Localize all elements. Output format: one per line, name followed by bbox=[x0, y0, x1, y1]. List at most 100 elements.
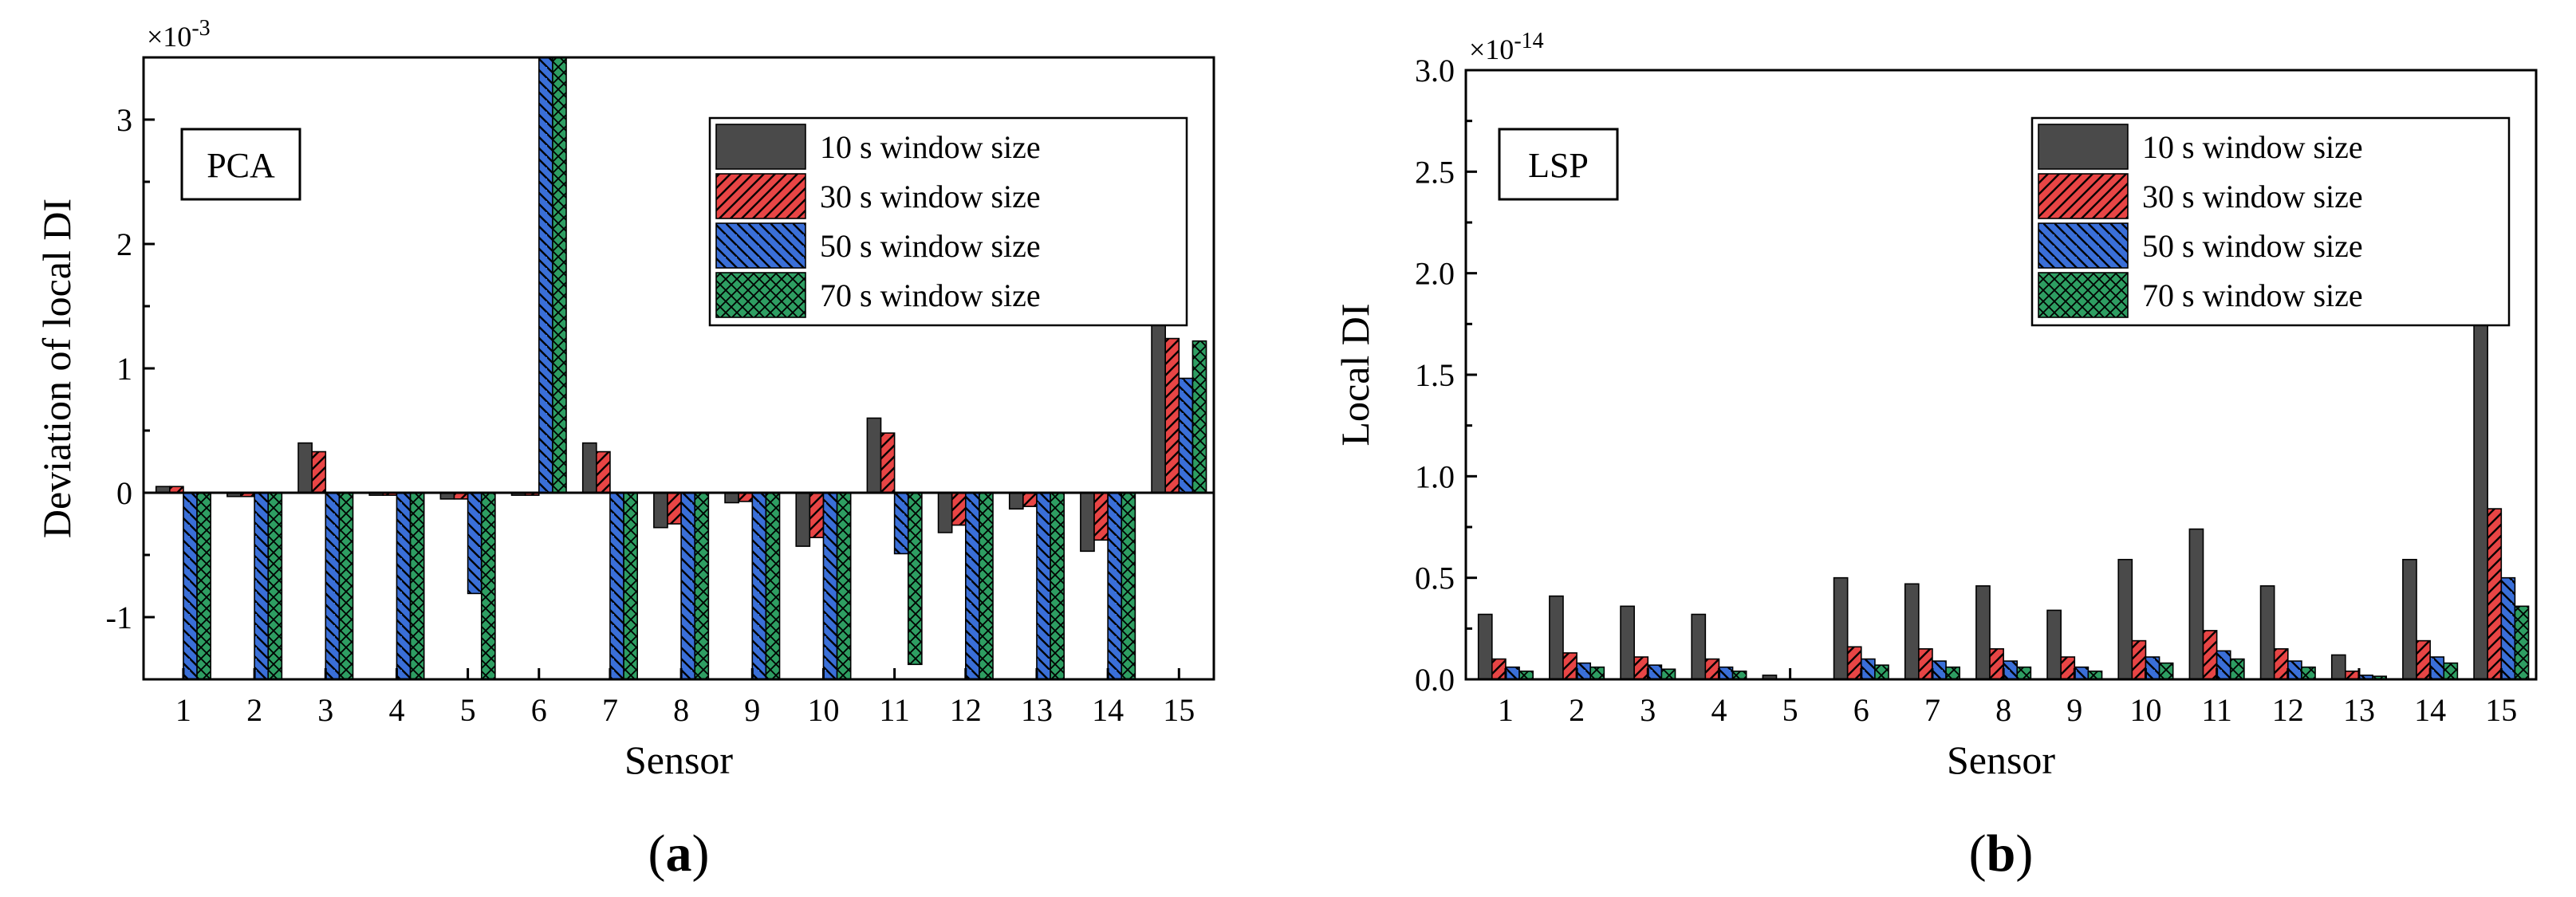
xtick-label-b-8: 8 bbox=[1995, 692, 2011, 728]
bar-a-s2-sensor-14 bbox=[1093, 492, 1109, 541]
xtick-label-b-3: 3 bbox=[1640, 692, 1656, 728]
bar-a-s4-sensor-2 bbox=[267, 492, 283, 680]
bar-b-s2-sensor-11 bbox=[2202, 630, 2218, 680]
legend-label-b-1: 10 s window size bbox=[2142, 129, 2363, 165]
xtick-label-b-12: 12 bbox=[2272, 692, 2304, 728]
bar-b-s3-sensor-15 bbox=[2500, 576, 2516, 680]
bar-b-s3-sensor-2 bbox=[1576, 662, 1592, 680]
bar-a-s3-sensor-12 bbox=[964, 492, 980, 680]
bar-b-s4-sensor-8 bbox=[2016, 666, 2032, 680]
bar-a-s1-sensor-13 bbox=[1008, 492, 1024, 510]
bar-b-s1-sensor-1 bbox=[1477, 613, 1493, 680]
ytick-label-b-4: 2.0 bbox=[1415, 256, 1455, 292]
bar-b-s3-sensor-3 bbox=[1647, 664, 1663, 680]
bar-b-s4-sensor-1 bbox=[1518, 671, 1534, 680]
legend-swatch-a-3 bbox=[715, 222, 806, 269]
bar-b-s3-sensor-11 bbox=[2216, 650, 2231, 680]
bar-b-s2-sensor-15 bbox=[2487, 508, 2503, 680]
bar-a-s4-sensor-9 bbox=[765, 492, 781, 680]
legend-label-b-4: 70 s window size bbox=[2142, 277, 2363, 313]
bar-a-s4-sensor-12 bbox=[979, 492, 994, 680]
bar-b-s2-sensor-10 bbox=[2131, 639, 2147, 680]
bar-b-s4-sensor-3 bbox=[1660, 668, 1676, 680]
bar-b-s3-sensor-10 bbox=[2145, 656, 2160, 680]
bar-b-s4-sensor-11 bbox=[2229, 658, 2245, 680]
bar-b-s2-sensor-2 bbox=[1562, 652, 1578, 680]
bar-b-s1-sensor-8 bbox=[1975, 585, 1991, 680]
bar-a-s4-sensor-8 bbox=[694, 492, 710, 680]
bar-a-s3-sensor-15 bbox=[1178, 377, 1194, 494]
bar-b-s2-sensor-13 bbox=[2345, 671, 2360, 680]
bar-b-s3-sensor-6 bbox=[1860, 658, 1876, 680]
bar-a-s1-sensor-3 bbox=[297, 442, 313, 494]
bar-b-s1-sensor-14 bbox=[2402, 558, 2417, 680]
xtick-label-a-1: 1 bbox=[175, 692, 191, 728]
bar-b-s4-sensor-9 bbox=[2087, 671, 2103, 680]
bar-b-s4-sensor-6 bbox=[1874, 664, 1889, 680]
bar-a-s3-sensor-8 bbox=[680, 492, 696, 680]
bar-b-s1-sensor-13 bbox=[2330, 654, 2346, 680]
bar-b-s4-sensor-14 bbox=[2443, 662, 2459, 680]
xtick-label-b-4: 4 bbox=[1711, 692, 1727, 728]
xtick-label-b-13: 13 bbox=[2343, 692, 2375, 728]
ytick-label-a-4: 3 bbox=[116, 102, 132, 138]
bar-a-s1-sensor-14 bbox=[1080, 492, 1095, 553]
ytick-label-b-3: 1.5 bbox=[1415, 357, 1455, 393]
bar-a-s3-sensor-3 bbox=[325, 492, 341, 680]
ytick-label-a-2: 1 bbox=[116, 351, 132, 387]
ytick-label-b-6: 3.0 bbox=[1415, 53, 1455, 89]
bar-a-s3-sensor-11 bbox=[893, 492, 909, 555]
xtick-label-a-4: 4 bbox=[388, 692, 404, 728]
bar-a-s3-sensor-7 bbox=[609, 492, 624, 680]
bar-a-s1-sensor-10 bbox=[795, 492, 811, 547]
bar-a-s1-sensor-11 bbox=[866, 417, 882, 494]
panel-caption-b: (b) bbox=[1969, 824, 2034, 883]
bar-b-s1-sensor-7 bbox=[1904, 583, 1920, 680]
bar-a-s3-sensor-6 bbox=[538, 57, 553, 494]
bar-b-s2-sensor-12 bbox=[2273, 647, 2289, 680]
bar-b-s2-sensor-6 bbox=[1846, 646, 1862, 680]
bar-a-s1-sensor-7 bbox=[581, 442, 597, 494]
chart-panel-b: 0.00.51.01.52.02.53.01 2 3 4 5 6 7 8 9 10 11 12 13 14… bbox=[1333, 29, 2538, 883]
xtick-label-a-14: 14 bbox=[1092, 692, 1124, 728]
bar-a-s3-sensor-13 bbox=[1036, 492, 1051, 680]
legend-swatch-b-3 bbox=[2038, 222, 2129, 269]
bar-a-s3-sensor-14 bbox=[1107, 492, 1123, 680]
bar-b-s3-sensor-14 bbox=[2429, 656, 2445, 680]
method-tag-b: LSP bbox=[1528, 146, 1589, 185]
bar-b-s1-sensor-2 bbox=[1549, 595, 1564, 680]
xtick-label-a-12: 12 bbox=[950, 692, 982, 728]
bar-b-s1-sensor-6 bbox=[1833, 576, 1849, 680]
bar-a-s3-sensor-5 bbox=[467, 492, 483, 595]
bar-a-s4-sensor-11 bbox=[907, 492, 923, 666]
bar-a-s2-sensor-13 bbox=[1022, 492, 1038, 507]
bar-b-s2-sensor-14 bbox=[2416, 639, 2431, 680]
bar-a-s2-sensor-8 bbox=[667, 492, 682, 525]
bar-a-s2-sensor-10 bbox=[809, 492, 825, 538]
bar-b-s1-sensor-12 bbox=[2259, 585, 2275, 680]
bar-a-s4-sensor-14 bbox=[1121, 492, 1136, 680]
bar-b-s4-sensor-15 bbox=[2514, 605, 2530, 680]
method-tag-box-b bbox=[1498, 128, 1619, 201]
xtick-label-b-5: 5 bbox=[1782, 692, 1798, 728]
xtick-label-b-7: 7 bbox=[1924, 692, 1940, 728]
bar-a-s4-sensor-15 bbox=[1191, 340, 1207, 494]
legend-label-a-1: 10 s window size bbox=[820, 129, 1041, 165]
xtick-label-a-13: 13 bbox=[1021, 692, 1053, 728]
bar-a-s4-sensor-13 bbox=[1050, 492, 1065, 680]
bar-a-s4-sensor-3 bbox=[338, 492, 354, 680]
xtick-label-a-3: 3 bbox=[317, 692, 333, 728]
xtick-label-b-1: 1 bbox=[1498, 692, 1514, 728]
bar-a-s1-sensor-12 bbox=[937, 492, 953, 533]
xtick-label-a-11: 11 bbox=[879, 692, 910, 728]
bar-a-s1-sensor-9 bbox=[724, 492, 739, 504]
xtick-label-a-15: 15 bbox=[1163, 692, 1195, 728]
bar-b-s2-sensor-1 bbox=[1491, 658, 1507, 680]
legend-label-a-2: 30 s window size bbox=[820, 179, 1041, 214]
bar-a-s1-sensor-15 bbox=[1151, 304, 1166, 494]
bar-b-s2-sensor-4 bbox=[1704, 658, 1720, 680]
bar-a-s4-sensor-5 bbox=[480, 492, 496, 680]
bar-b-s2-sensor-9 bbox=[2060, 656, 2076, 680]
bar-a-s2-sensor-3 bbox=[311, 450, 327, 494]
